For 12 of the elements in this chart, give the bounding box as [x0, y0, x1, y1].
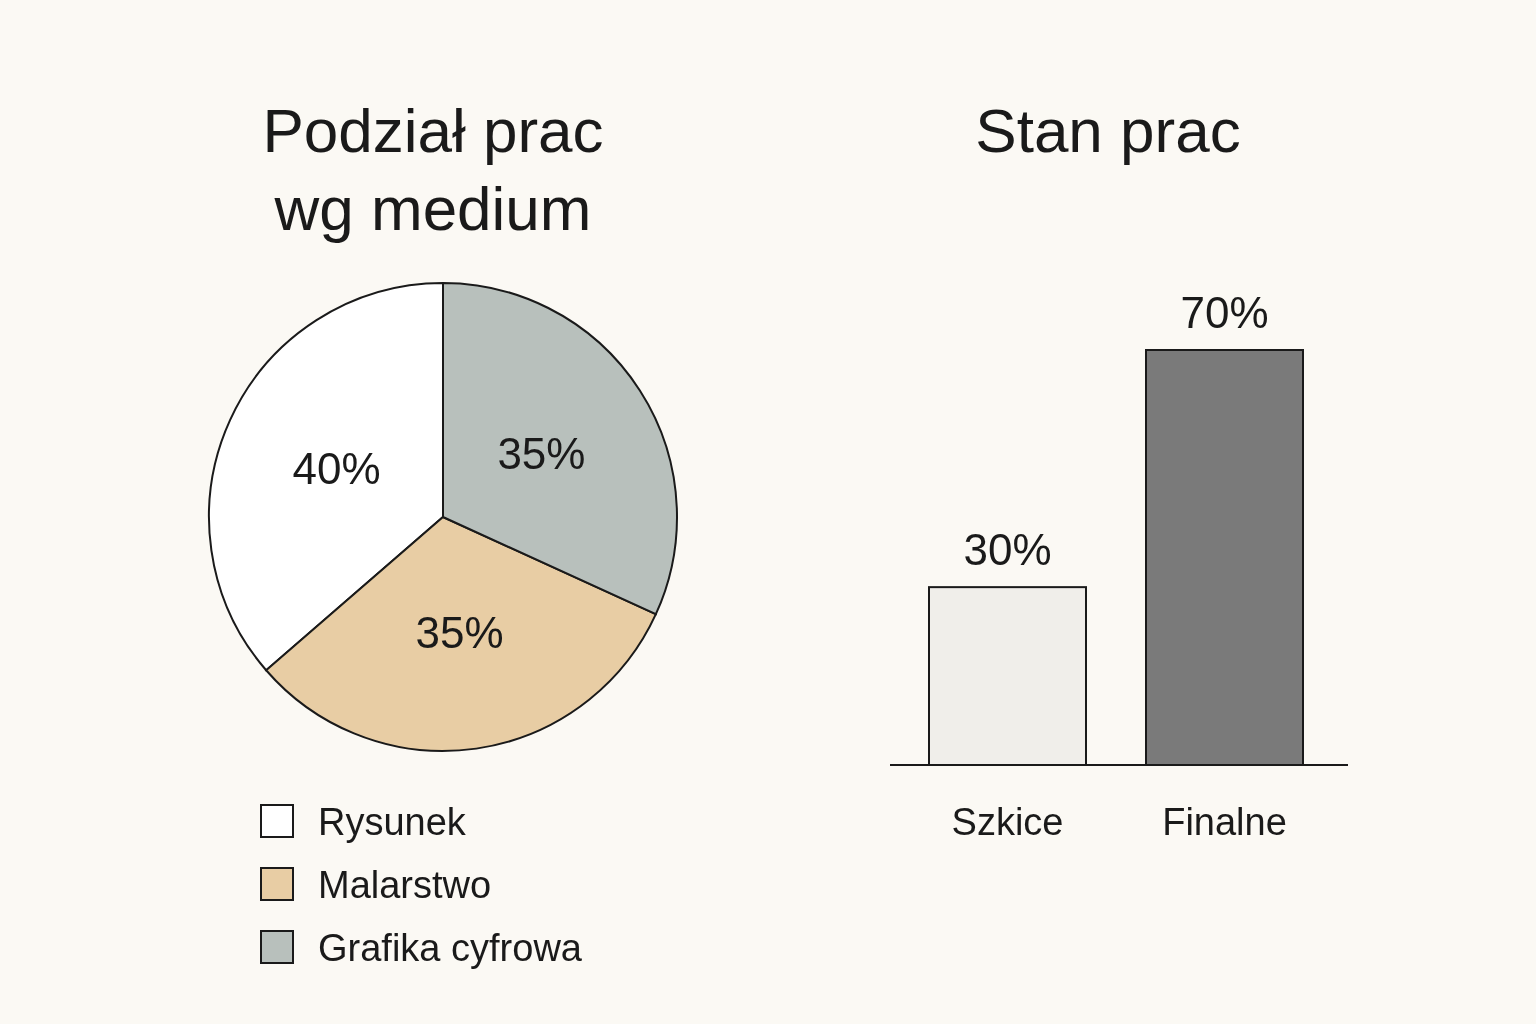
- data-label: 70%: [1180, 288, 1269, 337]
- chart-title: Stan prac: [975, 96, 1241, 165]
- x-tick-label: Finalne: [1162, 801, 1287, 843]
- data-label: 30%: [963, 525, 1052, 575]
- x-tick-label: Szkice: [951, 801, 1064, 843]
- chart-title: Podział prac wg medium: [262, 96, 604, 243]
- legend-label: Grafika cyfrowa: [318, 927, 583, 969]
- legend-label: Malarstwo: [318, 864, 492, 906]
- data-label: 40%: [292, 443, 381, 493]
- data-label: 35%: [497, 429, 586, 479]
- data-label: 35%: [415, 608, 504, 658]
- legend-label: Rysunek: [318, 801, 467, 843]
